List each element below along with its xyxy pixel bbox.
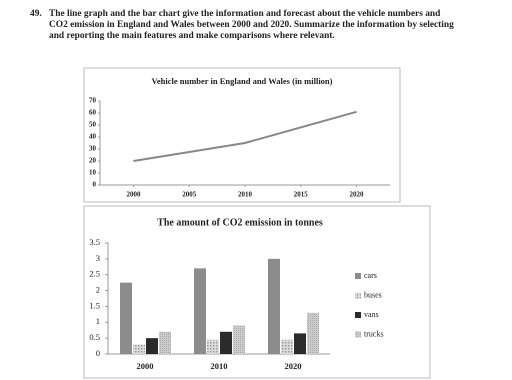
y-tick-label: 50	[89, 121, 97, 129]
line	[133, 110, 357, 162]
x-tick-label: 2020	[350, 191, 365, 199]
legend-label: buses	[364, 290, 382, 299]
legend-label: cars	[364, 271, 377, 280]
bar	[281, 339, 293, 354]
bar	[268, 258, 280, 354]
y-tick-label: 0	[93, 181, 97, 189]
chart-title: Vehicle number in England and Wales (in …	[152, 76, 333, 86]
legend-swatch	[355, 273, 361, 279]
bar	[194, 268, 206, 354]
y-tick-label: 3.5	[89, 237, 100, 247]
bar	[159, 331, 171, 354]
y-tick-label: 0	[96, 348, 100, 358]
y-tick-label: 2.5	[89, 269, 100, 279]
line-chart-frame	[83, 67, 401, 203]
y-tick-label: 40	[89, 133, 97, 141]
legend-swatch	[355, 312, 361, 318]
legend-label: vans	[364, 310, 379, 319]
x-tick-label: 2010	[238, 191, 253, 199]
y-tick-label: 70	[89, 97, 97, 105]
question-number: 49.	[30, 9, 42, 19]
bar	[133, 344, 145, 354]
chart-title: The amount of CO2 emission in tonnes	[157, 217, 323, 228]
bar	[294, 333, 306, 354]
y-tick-label: 0.5	[89, 332, 100, 342]
y-tick-label: 1.5	[89, 300, 100, 310]
x-tick-label: 2020	[285, 361, 302, 371]
y-tick-label: 3	[96, 253, 100, 263]
y-tick-label: 20	[89, 157, 97, 165]
x-tick-label: 2005	[182, 191, 197, 199]
x-tick-label: 2000	[137, 361, 154, 371]
bar	[120, 282, 132, 354]
y-tick-label: 60	[89, 109, 97, 117]
legend-label: trucks	[364, 329, 384, 338]
x-tick-label: 2010	[211, 361, 228, 371]
y-tick-label: 10	[89, 169, 97, 177]
legend-swatch	[355, 331, 361, 338]
bar	[207, 339, 219, 354]
y-tick-label: 1	[96, 316, 100, 326]
x-tick-label: 2015	[294, 191, 309, 199]
bar	[307, 312, 319, 354]
x-tick-label: 2000	[126, 191, 141, 199]
legend-swatch	[355, 292, 361, 299]
question-text: The line graph and the bar chart give th…	[49, 9, 454, 41]
y-tick-label: 2	[96, 285, 100, 295]
bar	[233, 325, 245, 354]
y-tick-label: 30	[89, 145, 97, 153]
bar	[146, 338, 158, 354]
question: 49. The line graph and the bar chart giv…	[30, 9, 460, 42]
bar	[220, 331, 232, 354]
